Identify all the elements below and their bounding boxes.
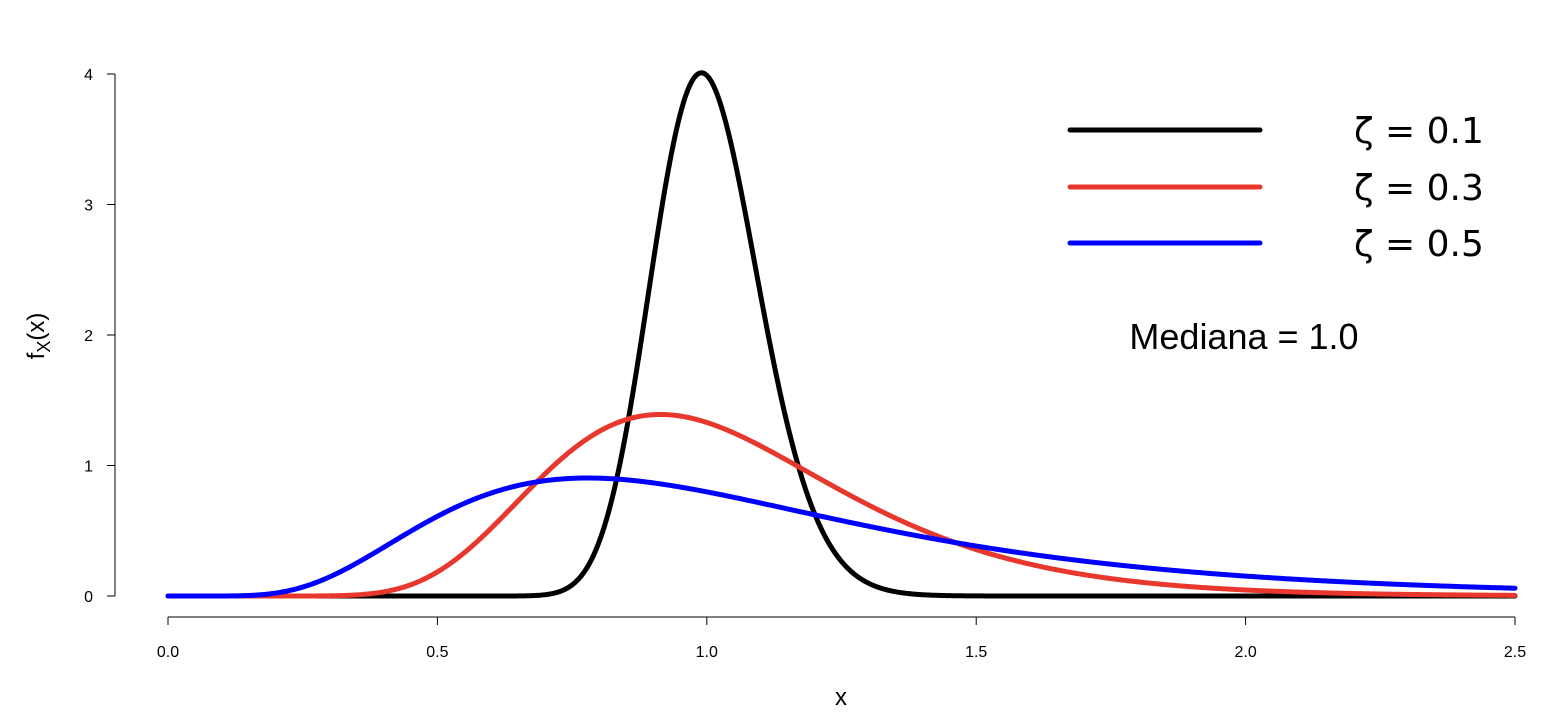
y-tick-label: 1 <box>84 459 93 476</box>
y-axis-title-subscript: X <box>34 341 54 353</box>
x-tick-label: 1.5 <box>965 644 987 661</box>
x-tick-label: 0.5 <box>426 644 448 661</box>
y-axis-title-suffix: (x) <box>23 313 50 341</box>
legend-label: ζ = 0.5 <box>1354 224 1484 265</box>
x-tick-label: 2.0 <box>1234 644 1256 661</box>
x-ticks: 0.0 0.5 1.0 1.5 2.0 2.5 <box>157 617 1526 661</box>
y-axis-title-main: f <box>23 352 50 359</box>
legend-label: ζ = 0.3 <box>1354 168 1484 209</box>
x-axis-title: x <box>835 684 847 711</box>
x-tick-label: 2.5 <box>1504 644 1526 661</box>
axes: 0 1 2 3 4 0.0 0.5 1.0 1.5 2.0 2.5 <box>84 67 1526 661</box>
series-lines <box>165 70 1518 599</box>
x-tick-label: 0.0 <box>157 644 179 661</box>
series-line <box>165 475 1518 599</box>
series-line <box>165 411 1518 599</box>
y-tick-label: 2 <box>84 328 93 345</box>
y-axis-title: fX(x) <box>23 313 54 360</box>
legend-label: ζ = 0.1 <box>1354 111 1484 152</box>
x-tick-label: 1.0 <box>696 644 718 661</box>
y-tick-label: 4 <box>84 67 93 84</box>
series-line <box>165 70 1518 599</box>
median-annotation: Mediana = 1.0 <box>1129 316 1358 357</box>
y-tick-label: 3 <box>84 198 93 215</box>
legend: ζ = 0.1 ζ = 0.3 ζ = 0.5 <box>1067 111 1484 265</box>
y-ticks: 0 1 2 3 4 <box>84 67 115 606</box>
y-tick-label: 0 <box>84 589 93 606</box>
